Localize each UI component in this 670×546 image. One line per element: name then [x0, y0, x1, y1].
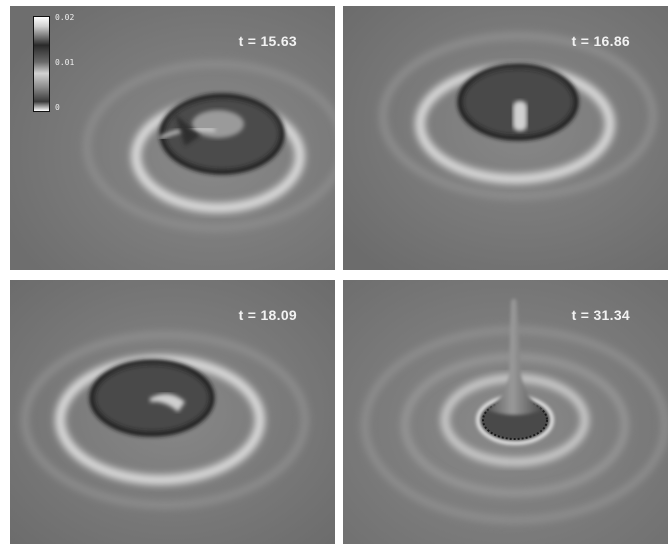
surface-render-2 [343, 6, 668, 270]
colorbar-tick-max: 0.02 [55, 13, 75, 22]
surface-plot-panel-1: 0.02 0.01 0 t = 15.63 [10, 6, 335, 270]
surface-plot-panel-2: t = 16.86 [343, 6, 668, 270]
surface-render-3 [10, 280, 335, 544]
colorbar-tick-mid: 0.01 [55, 58, 75, 67]
surface-plot-panel-4: t = 31.34 [343, 280, 668, 544]
surface-render-1 [10, 6, 335, 270]
time-label-1: t = 15.63 [238, 33, 297, 49]
surface-render-4 [343, 280, 668, 544]
time-label-2: t = 16.86 [571, 33, 630, 49]
colorbar [33, 16, 50, 112]
colorbar-tick-min: 0 [55, 103, 60, 112]
time-label-4: t = 31.34 [571, 307, 630, 323]
time-label-3: t = 18.09 [238, 307, 297, 323]
surface-plot-panel-3: t = 18.09 [10, 280, 335, 544]
